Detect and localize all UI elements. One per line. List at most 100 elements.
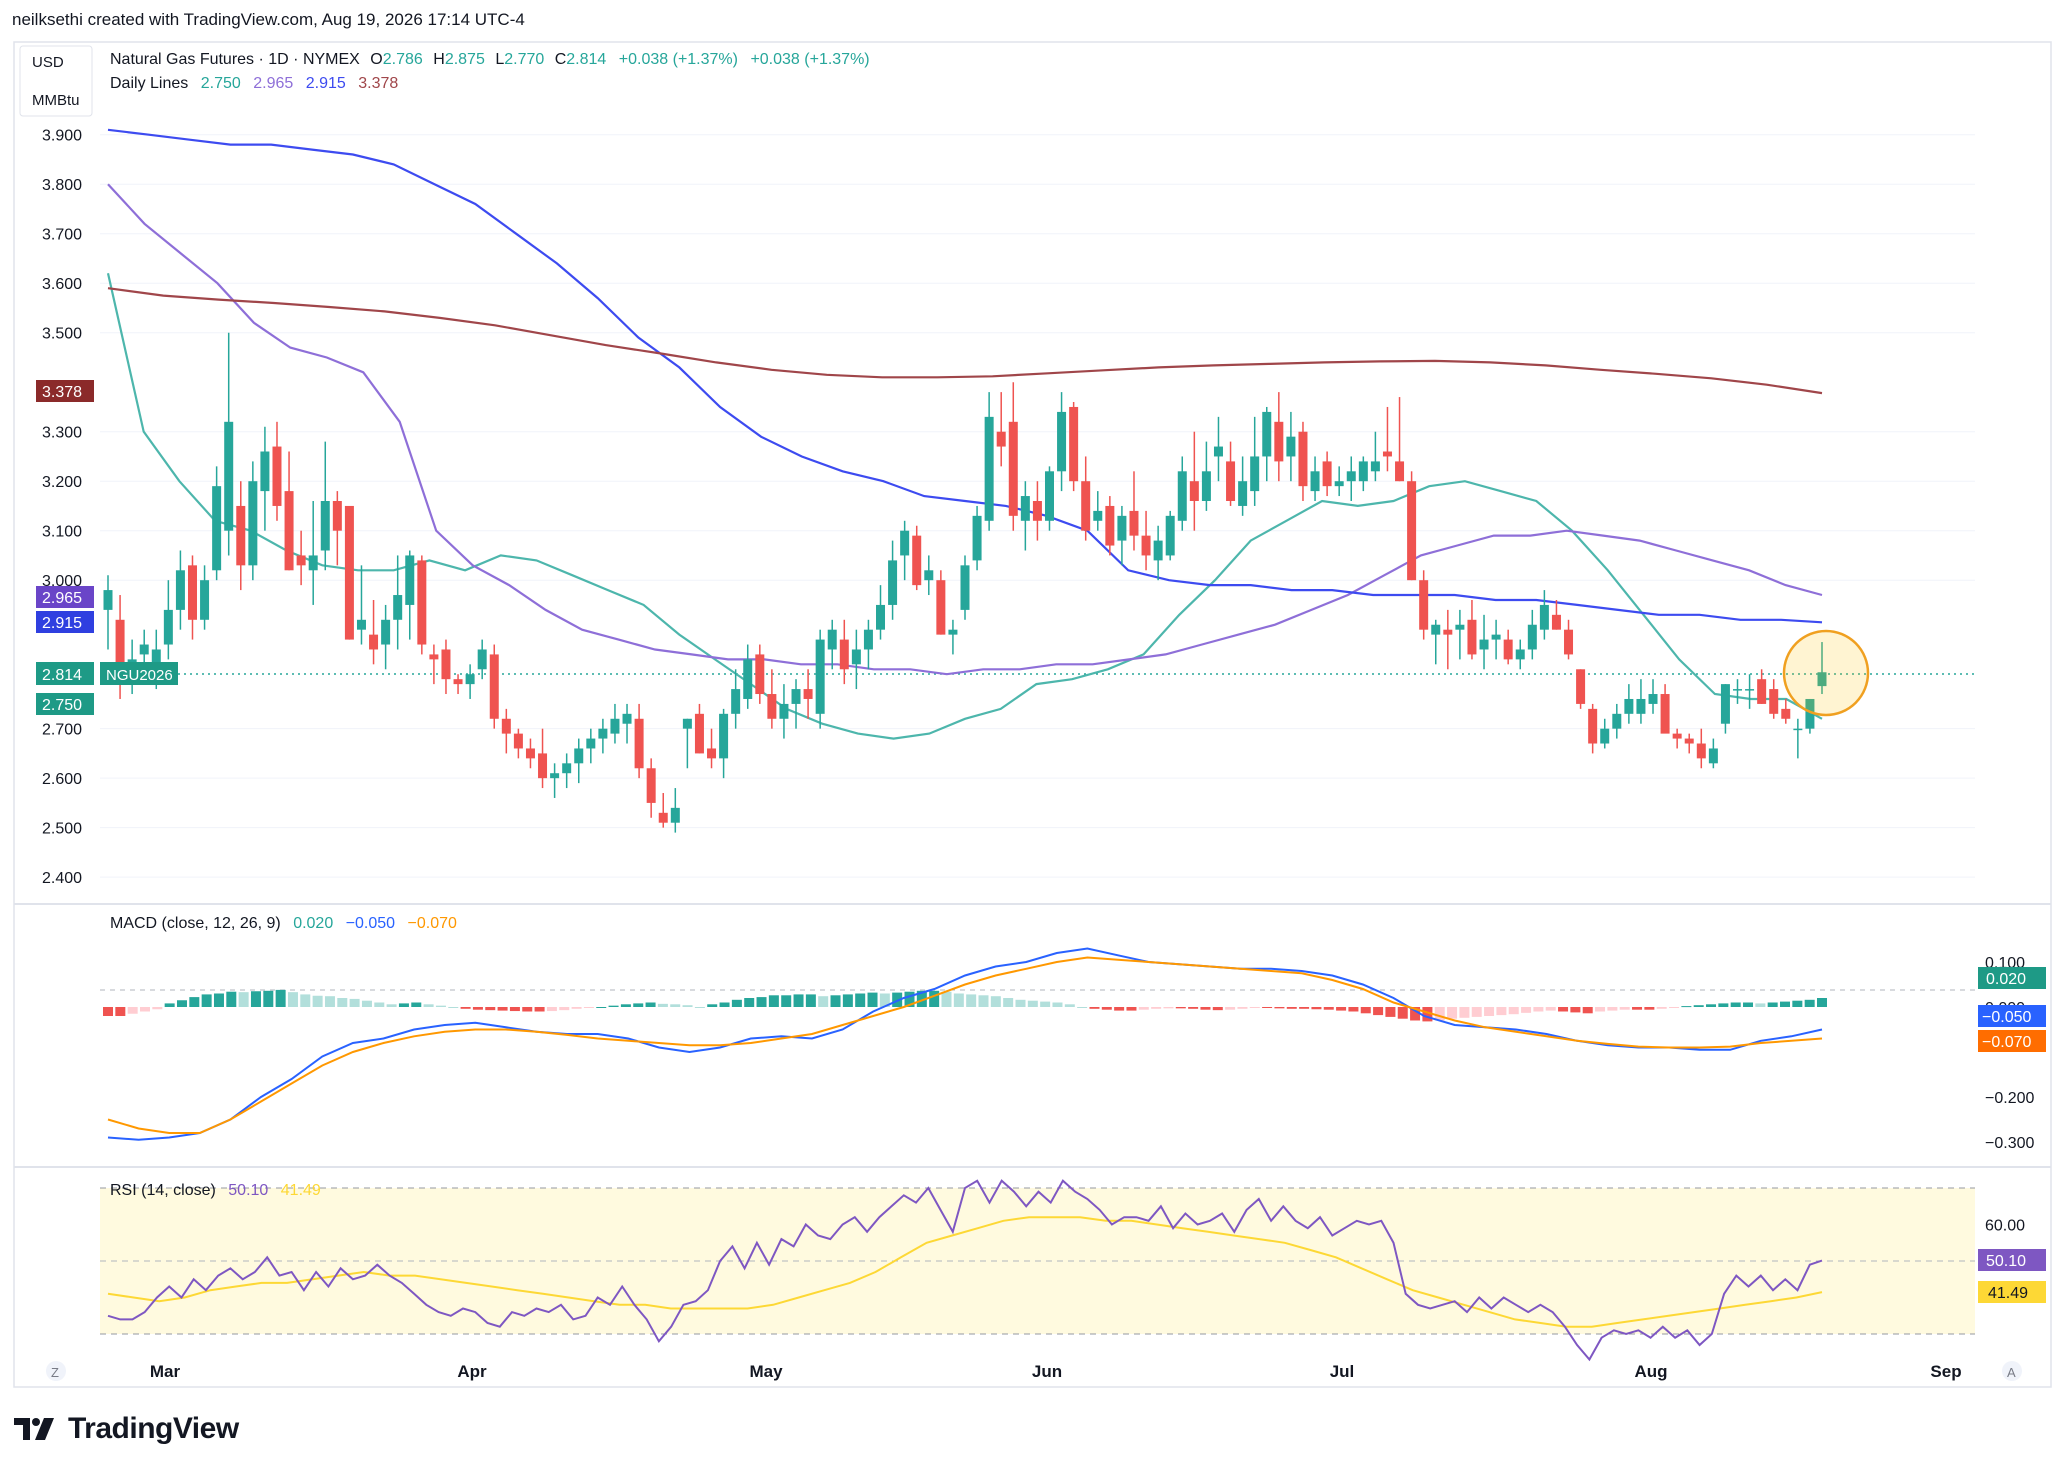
candle[interactable] [1189,481,1199,501]
candle[interactable] [477,649,487,670]
candle[interactable] [1443,629,1453,635]
candle[interactable] [187,565,197,620]
time-axis[interactable]: Mar Apr May Jun Jul Aug Sep [150,1362,1962,1381]
candlestick-series[interactable] [103,332,1827,833]
candle[interactable] [1431,624,1441,635]
candle[interactable] [924,570,934,581]
candle[interactable] [863,629,873,650]
candle[interactable] [115,619,125,675]
candle[interactable] [1539,604,1549,630]
candle[interactable] [513,733,523,749]
candle[interactable] [356,619,366,630]
candle[interactable] [1165,515,1175,556]
candle[interactable] [453,679,463,685]
candle[interactable] [1672,733,1682,739]
candle[interactable] [622,713,632,724]
candle[interactable] [236,505,246,566]
price-pane[interactable]: 3.900 3.800 3.700 3.600 3.500 3.300 3.200 3.100… [42,128,1975,887]
candle[interactable] [1564,629,1574,655]
candle[interactable] [948,629,958,635]
candle[interactable] [200,580,210,620]
candle[interactable] [1286,436,1296,457]
candle[interactable] [610,718,620,734]
candle[interactable] [1044,471,1054,521]
candle[interactable] [1684,738,1694,744]
candle[interactable] [936,580,946,635]
candle[interactable] [1008,421,1018,516]
candle[interactable] [1201,471,1211,501]
candle[interactable] [175,570,185,610]
candle[interactable] [320,501,330,551]
candle[interactable] [682,718,692,729]
candle[interactable] [1467,619,1477,655]
candle[interactable] [1612,713,1622,729]
candle[interactable] [550,773,560,779]
candle[interactable] [707,748,717,759]
candle[interactable] [405,555,415,605]
candle[interactable] [1334,481,1344,487]
candle[interactable] [984,416,994,521]
candle[interactable] [381,619,391,645]
candle[interactable] [344,505,354,640]
candle[interactable] [1636,698,1646,714]
candle[interactable] [670,807,680,823]
candle[interactable] [839,639,849,670]
candle[interactable] [1588,708,1598,744]
candle[interactable] [212,486,222,571]
candle[interactable] [658,812,668,823]
candle[interactable] [876,604,886,630]
candle[interactable] [296,555,306,566]
auto-scale-button[interactable] [2002,1361,2022,1381]
candle[interactable] [1793,728,1803,731]
candle[interactable] [369,634,379,650]
candle[interactable] [1503,639,1513,660]
candle[interactable] [489,654,499,719]
candle[interactable] [1382,451,1392,457]
candle[interactable] [441,649,451,680]
candle[interactable] [912,535,922,586]
candle[interactable] [1419,580,1429,630]
candle[interactable] [972,515,982,561]
candle[interactable] [1153,540,1163,561]
candle[interactable] [1769,689,1779,714]
candle[interactable] [574,748,584,764]
candle[interactable] [393,595,403,620]
candle[interactable] [827,629,837,650]
candle[interactable] [139,644,149,655]
candle[interactable] [151,649,161,665]
candle[interactable] [1213,446,1223,457]
candle[interactable] [1720,684,1730,724]
candle[interactable] [1358,461,1368,482]
candle[interactable] [1781,708,1791,719]
candle[interactable] [1141,535,1151,556]
candle[interactable] [1226,461,1236,501]
candle[interactable] [1479,639,1489,650]
candle[interactable] [1745,689,1755,691]
candle[interactable] [960,565,970,610]
candle[interactable] [417,560,427,645]
candle[interactable] [1491,634,1501,640]
candle[interactable] [1407,481,1417,581]
candle[interactable] [465,674,475,685]
candle[interactable] [1105,505,1115,546]
candle[interactable] [1805,698,1815,729]
candle[interactable] [851,649,861,665]
candle[interactable] [308,555,318,571]
candle[interactable] [1274,421,1284,462]
candle[interactable] [1660,694,1670,734]
candle[interactable] [103,590,113,610]
candle[interactable] [1624,698,1634,714]
candle[interactable] [598,728,608,739]
candle[interactable] [888,560,898,605]
candle[interactable] [1081,481,1091,531]
candle[interactable] [694,713,704,754]
candle[interactable] [1057,411,1067,472]
candle[interactable] [260,451,270,492]
candle[interactable] [1515,649,1525,660]
candle[interactable] [1298,431,1308,487]
candle[interactable] [1455,624,1465,630]
zoom-reset-button[interactable] [46,1361,66,1381]
candle[interactable] [1310,471,1320,492]
candle[interactable] [1395,461,1405,482]
